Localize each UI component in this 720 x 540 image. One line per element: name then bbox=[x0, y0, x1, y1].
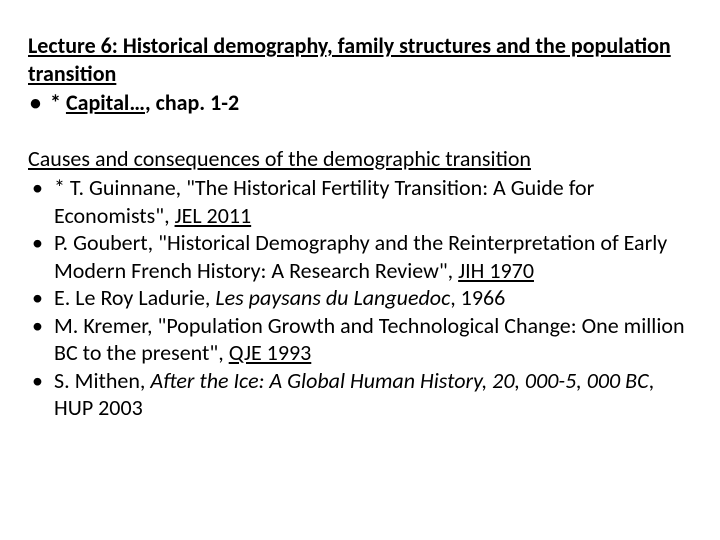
ref-prefix: E. Le Roy Ladurie, bbox=[54, 284, 215, 311]
section1-bullets: * Capital…, chap. 1-2 bbox=[28, 89, 692, 117]
ref-italic: After the Ice: A Global Human History, 2… bbox=[150, 367, 648, 394]
item-link: Capital… bbox=[66, 89, 145, 116]
ref-suffix: , 1966 bbox=[450, 284, 505, 311]
slide: Lecture 6: Historical demography, family… bbox=[0, 0, 720, 540]
ref-link: QJE 1993 bbox=[229, 339, 312, 366]
ref-link: JEL 2011 bbox=[175, 202, 252, 229]
item-suffix: , chap. 1-2 bbox=[145, 89, 239, 116]
ref-prefix: P. Goubert, "Historical Demography and t… bbox=[54, 229, 667, 284]
lecture-title: Lecture 6: Historical demography, family… bbox=[28, 32, 671, 87]
lecture-title-block: Lecture 6: Historical demography, family… bbox=[28, 32, 692, 87]
ref-prefix: M. Kremer, "Population Growth and Techno… bbox=[54, 312, 685, 367]
references-list: * T. Guinnane, "The Historical Fertility… bbox=[28, 174, 692, 422]
section2: Causes and consequences of the demograph… bbox=[28, 145, 692, 422]
list-item: * Capital…, chap. 1-2 bbox=[28, 89, 692, 117]
section2-subhead: Causes and consequences of the demograph… bbox=[28, 145, 692, 173]
ref-prefix: * T. Guinnane, "The Historical Fertility… bbox=[54, 174, 594, 229]
ref-prefix: S. Mithen, bbox=[54, 367, 150, 394]
ref-link: JIH 1970 bbox=[458, 257, 534, 284]
list-item: P. Goubert, "Historical Demography and t… bbox=[28, 229, 692, 284]
list-item: M. Kremer, "Population Growth and Techno… bbox=[28, 312, 692, 367]
list-item: E. Le Roy Ladurie, Les paysans du Langue… bbox=[28, 284, 692, 312]
item-prefix: * bbox=[50, 89, 66, 116]
list-item: * T. Guinnane, "The Historical Fertility… bbox=[28, 174, 692, 229]
list-item: S. Mithen, After the Ice: A Global Human… bbox=[28, 367, 692, 422]
ref-italic: Les paysans du Languedoc bbox=[215, 284, 450, 311]
